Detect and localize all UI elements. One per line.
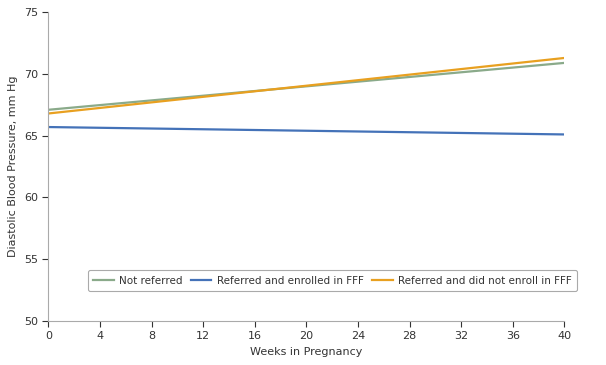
X-axis label: Weeks in Pregnancy: Weeks in Pregnancy bbox=[250, 347, 362, 357]
Y-axis label: Diastolic Blood Pressure, mm Hg: Diastolic Blood Pressure, mm Hg bbox=[8, 76, 18, 257]
Legend: Not referred, Referred and enrolled in FFF, Referred and did not enroll in FFF: Not referred, Referred and enrolled in F… bbox=[87, 270, 577, 291]
